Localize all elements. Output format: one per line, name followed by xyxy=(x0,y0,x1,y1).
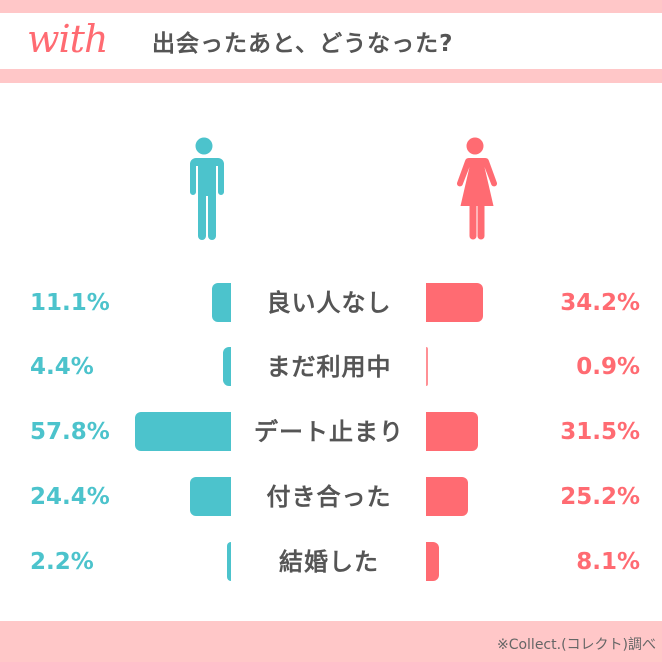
male-bar xyxy=(227,542,231,581)
female-percentage: 8.1% xyxy=(576,549,640,575)
female-bar xyxy=(426,542,439,581)
header-top-band xyxy=(0,0,662,13)
with-logo: with xyxy=(27,17,108,61)
female-percentage: 34.2% xyxy=(560,290,640,316)
female-bar xyxy=(426,412,478,451)
male-percentage: 57.8% xyxy=(30,419,110,445)
chart-title: 出会ったあと、どうなった? xyxy=(152,31,454,57)
chart-row: 4.4% まだ利用中 0.9% xyxy=(0,347,662,387)
male-percentage: 2.2% xyxy=(30,549,94,575)
category-label: デート止まり xyxy=(254,418,404,446)
female-percentage: 25.2% xyxy=(560,484,640,510)
chart-row: 11.1% 良い人なし 34.2% xyxy=(0,283,662,323)
female-figure-icon xyxy=(456,137,498,240)
male-percentage: 4.4% xyxy=(30,354,94,380)
female-percentage: 31.5% xyxy=(560,419,640,445)
male-bar xyxy=(190,477,231,516)
category-label: まだ利用中 xyxy=(266,353,392,381)
female-bar xyxy=(426,477,468,516)
header-bottom-band xyxy=(0,69,662,83)
category-label: 良い人なし xyxy=(266,289,392,317)
chart-row: 57.8% デート止まり 31.5% xyxy=(0,412,662,452)
source-note: ※Collect.(コレクト)調べ xyxy=(496,637,656,653)
male-percentage: 24.4% xyxy=(30,484,110,510)
category-label: 結婚した xyxy=(279,548,379,576)
male-bar xyxy=(223,347,231,386)
male-percentage: 11.1% xyxy=(30,290,110,316)
male-figure-icon xyxy=(190,137,224,240)
footer-band xyxy=(0,621,662,662)
female-bar xyxy=(426,283,483,322)
chart-row: 2.2% 結婚した 8.1% xyxy=(0,542,662,582)
male-bar xyxy=(212,283,231,322)
chart-row: 24.4% 付き合った 25.2% xyxy=(0,477,662,517)
male-bar xyxy=(135,412,231,451)
female-percentage: 0.9% xyxy=(576,354,640,380)
category-label: 付き合った xyxy=(266,483,392,511)
female-bar xyxy=(426,347,428,386)
